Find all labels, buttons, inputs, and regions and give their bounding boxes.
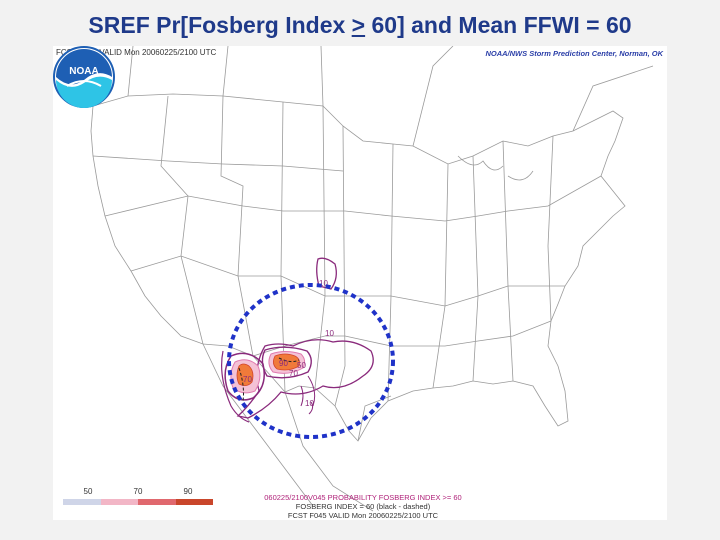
contour-label: 10 bbox=[325, 329, 334, 338]
legend-colorbar bbox=[63, 499, 213, 505]
legend-swatch bbox=[63, 499, 101, 505]
map-header-right: NOAA/NWS Storm Prediction Center, Norman… bbox=[485, 49, 663, 58]
contour-label: 70 bbox=[289, 369, 298, 378]
forecast-map: 10 10 50 70 90 70 10 FCST F045 VALID Mon… bbox=[53, 46, 667, 520]
title-suffix: 60] and Mean FFWI = 60 bbox=[365, 12, 632, 38]
contour-label: 90 bbox=[279, 359, 288, 368]
contour-label: 10 bbox=[305, 399, 314, 408]
contour-label: 10 bbox=[319, 279, 328, 288]
legend-label: 50 bbox=[83, 487, 93, 496]
title-operator: > bbox=[351, 12, 366, 38]
legend-labels: 50 70 90 bbox=[63, 487, 213, 496]
legend-label: 90 bbox=[183, 487, 193, 496]
contour-label: 70 bbox=[243, 375, 252, 384]
logo-text: NOAA bbox=[69, 66, 98, 77]
legend-swatch bbox=[138, 499, 176, 505]
state-borders bbox=[90, 46, 654, 512]
us-map-svg: 10 10 50 70 90 70 10 bbox=[90, 46, 654, 512]
highlight-circle bbox=[227, 283, 395, 439]
probability-contours bbox=[221, 257, 374, 423]
title-prefix: SREF Pr[Fosberg Index bbox=[88, 12, 352, 38]
contour-label: 50 bbox=[297, 361, 306, 370]
footer-line-1: 060225/2100V045 PROBABILITY FOSBERG INDE… bbox=[264, 493, 462, 502]
noaa-logo-icon: NOAA bbox=[53, 46, 115, 108]
footer-line-2: FOSBERG INDEX = 60 (black - dashed) bbox=[295, 502, 431, 511]
legend-swatch bbox=[175, 499, 213, 505]
legend-swatch bbox=[100, 499, 138, 505]
contour-labels: 10 10 50 70 90 70 10 bbox=[243, 279, 334, 408]
footer-line-3: FCST F045 VALID Mon 20060225/2100 UTC bbox=[287, 511, 439, 520]
legend-label: 70 bbox=[133, 487, 143, 496]
slide-title: SREF Pr[Fosberg Index > 60] and Mean FFW… bbox=[0, 12, 720, 39]
map-header-left: FCST F045 VALID Mon 20060225/2100 UTC bbox=[56, 48, 217, 57]
